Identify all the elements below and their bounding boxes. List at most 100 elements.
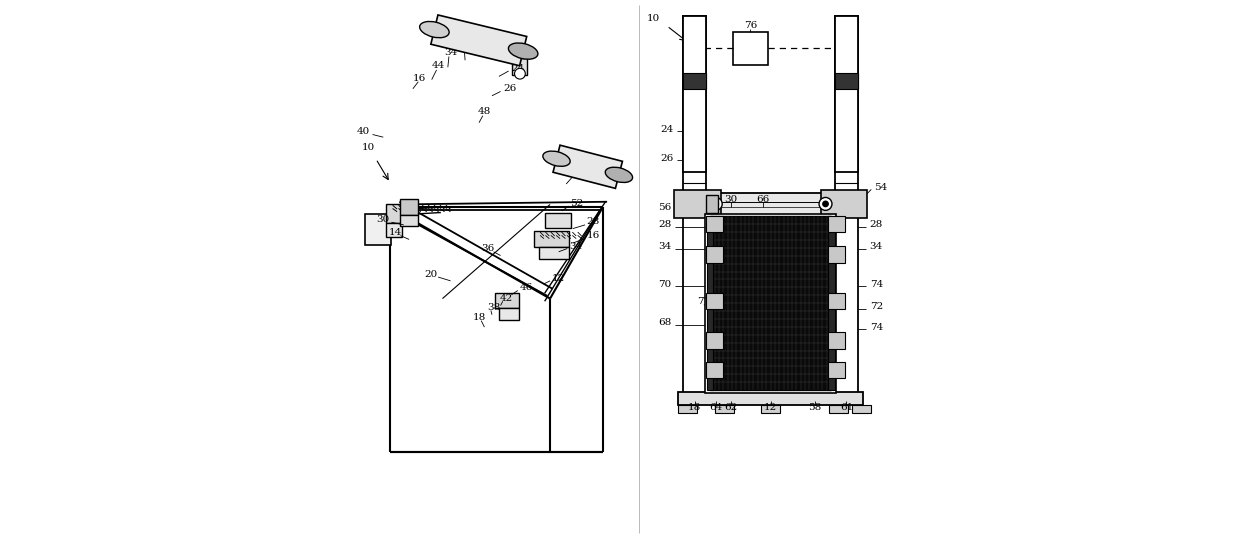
Text: 24: 24 <box>511 65 525 73</box>
Bar <box>401 215 418 226</box>
Text: 38: 38 <box>487 303 500 312</box>
Ellipse shape <box>419 22 449 38</box>
Bar <box>706 246 723 263</box>
Ellipse shape <box>508 43 538 59</box>
Bar <box>706 293 723 309</box>
Circle shape <box>373 225 382 234</box>
Text: 60: 60 <box>807 305 821 314</box>
Text: 68: 68 <box>658 318 672 327</box>
Bar <box>683 73 706 89</box>
Bar <box>673 190 720 218</box>
Text: 20: 20 <box>424 270 438 279</box>
Text: 16: 16 <box>587 231 600 240</box>
Bar <box>733 32 768 65</box>
Text: 50: 50 <box>568 156 580 165</box>
Text: 14: 14 <box>388 228 402 237</box>
Text: 34: 34 <box>444 48 458 57</box>
Text: 44: 44 <box>432 61 445 70</box>
Bar <box>827 293 844 309</box>
Text: 64: 64 <box>709 404 723 412</box>
Bar <box>681 193 861 215</box>
Text: 40: 40 <box>356 128 370 136</box>
Text: 74: 74 <box>869 280 883 288</box>
Circle shape <box>515 68 526 79</box>
Bar <box>828 405 848 413</box>
Polygon shape <box>430 15 527 66</box>
Ellipse shape <box>543 151 570 166</box>
Text: 34: 34 <box>569 242 583 251</box>
Polygon shape <box>553 145 622 188</box>
Bar <box>706 332 723 349</box>
Text: 56: 56 <box>658 203 672 211</box>
Bar <box>711 216 831 390</box>
Text: 48: 48 <box>477 108 491 116</box>
Bar <box>495 293 520 308</box>
Bar <box>821 190 868 218</box>
Bar <box>683 16 706 393</box>
Text: 77: 77 <box>697 297 711 306</box>
Text: 28: 28 <box>587 217 600 226</box>
Bar <box>836 73 858 89</box>
Ellipse shape <box>605 167 632 182</box>
Text: 26: 26 <box>503 84 516 93</box>
Text: 46: 46 <box>520 284 532 292</box>
Text: 10: 10 <box>647 15 660 23</box>
Bar <box>827 362 844 378</box>
Bar <box>706 362 723 378</box>
Text: 30: 30 <box>724 195 738 203</box>
Text: 42: 42 <box>500 294 512 303</box>
Text: 61: 61 <box>839 404 853 412</box>
Text: 54: 54 <box>874 183 887 192</box>
Bar <box>706 216 723 232</box>
Text: 26: 26 <box>661 154 673 163</box>
Text: 10: 10 <box>362 144 374 152</box>
Bar <box>827 246 844 263</box>
Bar <box>386 223 402 237</box>
Text: 12: 12 <box>552 274 564 283</box>
Bar <box>498 308 520 320</box>
Bar <box>761 405 780 413</box>
Text: 34: 34 <box>869 242 883 251</box>
Text: 24: 24 <box>661 125 673 133</box>
Bar <box>534 231 569 247</box>
Bar <box>678 392 863 405</box>
Bar <box>827 216 844 232</box>
Text: 22: 22 <box>496 39 510 47</box>
Bar <box>827 332 844 349</box>
Bar <box>683 73 706 89</box>
Bar <box>512 58 527 75</box>
Text: 36: 36 <box>481 244 495 253</box>
Bar <box>706 214 836 393</box>
Bar <box>386 204 402 223</box>
Text: 76: 76 <box>744 22 758 30</box>
Text: 18: 18 <box>688 404 702 412</box>
Text: 52: 52 <box>570 199 584 208</box>
Text: 28: 28 <box>869 221 883 229</box>
Circle shape <box>713 201 718 207</box>
Bar <box>836 16 858 172</box>
Text: 12: 12 <box>764 404 777 412</box>
Bar <box>539 247 569 259</box>
Text: 16: 16 <box>413 74 427 82</box>
Circle shape <box>820 197 832 210</box>
Bar <box>706 195 718 213</box>
Text: 62: 62 <box>724 404 738 412</box>
Bar <box>836 16 858 393</box>
Bar <box>828 216 835 390</box>
Text: 66: 66 <box>756 195 770 203</box>
Bar <box>714 405 734 413</box>
Bar <box>836 73 858 89</box>
Bar <box>683 16 706 172</box>
Bar <box>401 199 418 215</box>
Bar <box>852 405 872 413</box>
Bar <box>544 213 570 228</box>
Text: 28: 28 <box>459 36 472 45</box>
Text: 28: 28 <box>658 221 672 229</box>
Bar <box>365 214 391 245</box>
Circle shape <box>709 197 722 210</box>
Text: 74: 74 <box>869 323 883 331</box>
Text: 30: 30 <box>377 215 389 224</box>
Bar <box>707 216 713 390</box>
Bar <box>678 405 697 413</box>
Circle shape <box>823 201 828 207</box>
